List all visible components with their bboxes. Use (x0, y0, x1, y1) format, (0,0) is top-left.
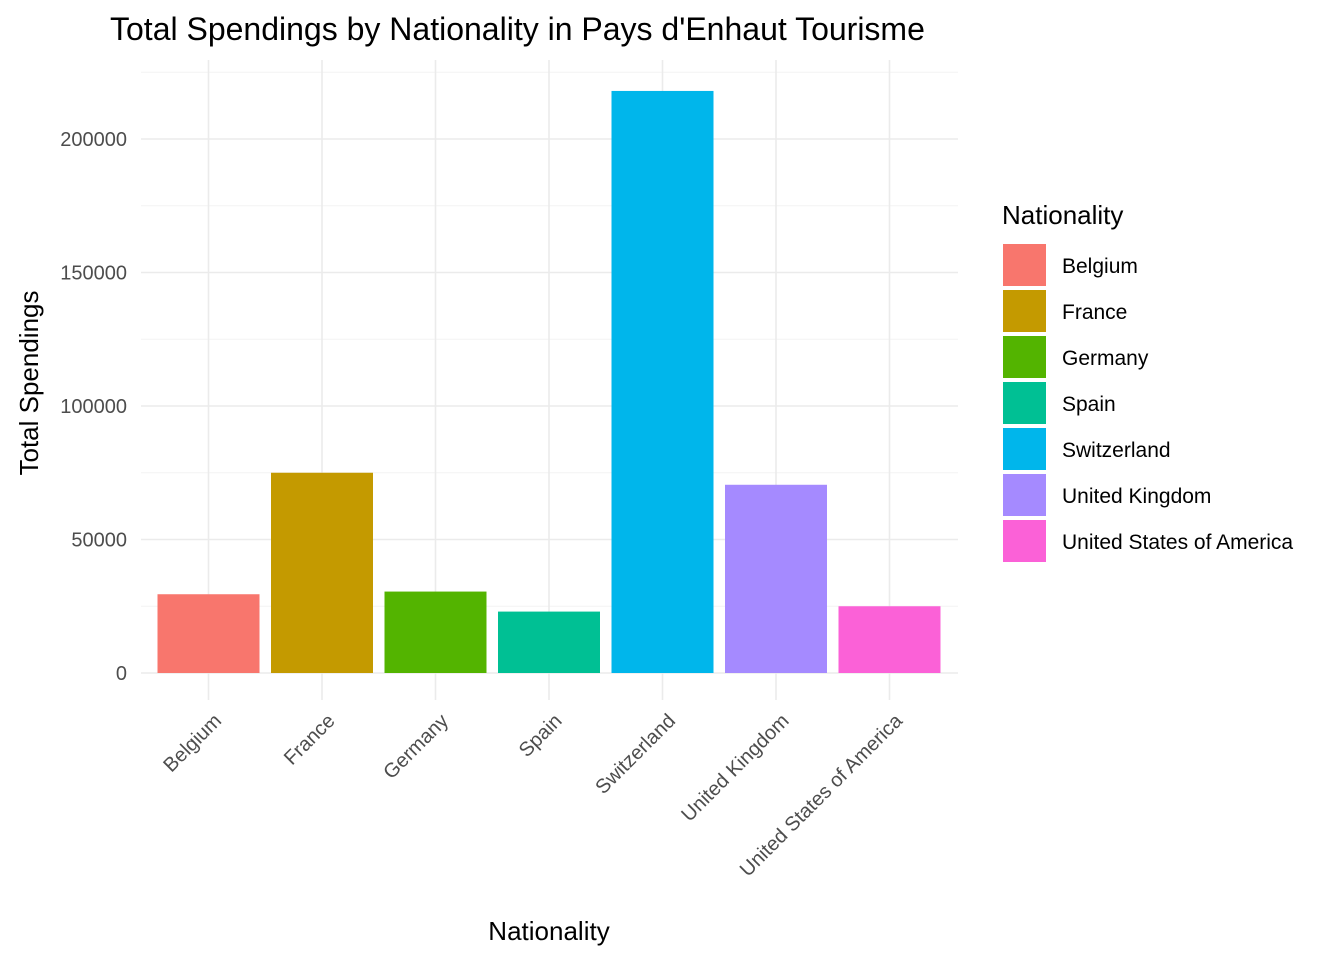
y-tick-label: 200000 (60, 129, 127, 151)
x-tick-label: Spain (515, 710, 567, 762)
y-tick-label: 150000 (60, 263, 127, 285)
legend-swatch (1003, 474, 1046, 516)
bar-france (271, 472, 373, 673)
bar-spain (498, 611, 600, 673)
legend-label: United Kingdom (1062, 485, 1211, 508)
x-tick-label: Belgium (159, 710, 226, 777)
x-tick-labels: Belgium France Germany Spain SwitzerlandUnit… (159, 709, 907, 881)
bar-united-states-of-america (838, 606, 941, 673)
legend: Nationality Belgium France Germany Spain Swi… (1002, 200, 1293, 562)
y-tick-labels: 0 50000 100000 150000 200000 (60, 129, 127, 685)
bar-germany (384, 591, 487, 673)
legend-label: Germany (1062, 347, 1149, 370)
bar-switzerland (611, 90, 714, 673)
chart-title: Total Spendings by Nationality in Pays d… (110, 11, 925, 47)
y-tick-label: 0 (116, 663, 127, 685)
x-tick-label: France (280, 710, 340, 770)
legend-items: Belgium France Germany Spain Switzerland Unit… (1003, 244, 1293, 562)
bar-united-kingdom (725, 484, 827, 673)
legend-swatch (1003, 336, 1046, 378)
x-tick-label: Germany (379, 710, 453, 784)
legend-label: Switzerland (1062, 439, 1171, 462)
legend-swatch (1003, 382, 1046, 424)
legend-swatch (1003, 290, 1046, 332)
legend-swatch (1003, 520, 1046, 562)
bars (157, 90, 941, 673)
y-axis-title: Total Spendings (14, 290, 44, 475)
legend-label: France (1062, 301, 1127, 324)
legend-swatch (1003, 244, 1046, 286)
x-axis-title: Nationality (488, 916, 609, 946)
grid (141, 60, 958, 700)
bar-belgium (157, 594, 260, 673)
legend-label: United States of America (1062, 531, 1293, 554)
legend-label: Belgium (1062, 255, 1138, 278)
legend-label: Spain (1062, 393, 1116, 416)
legend-swatch (1003, 428, 1046, 470)
x-tick-label: United Kingdom (677, 710, 793, 826)
y-tick-label: 100000 (60, 396, 127, 418)
x-tick-label: Switzerland (591, 710, 680, 799)
y-tick-label: 50000 (71, 530, 127, 552)
legend-title: Nationality (1002, 200, 1123, 230)
